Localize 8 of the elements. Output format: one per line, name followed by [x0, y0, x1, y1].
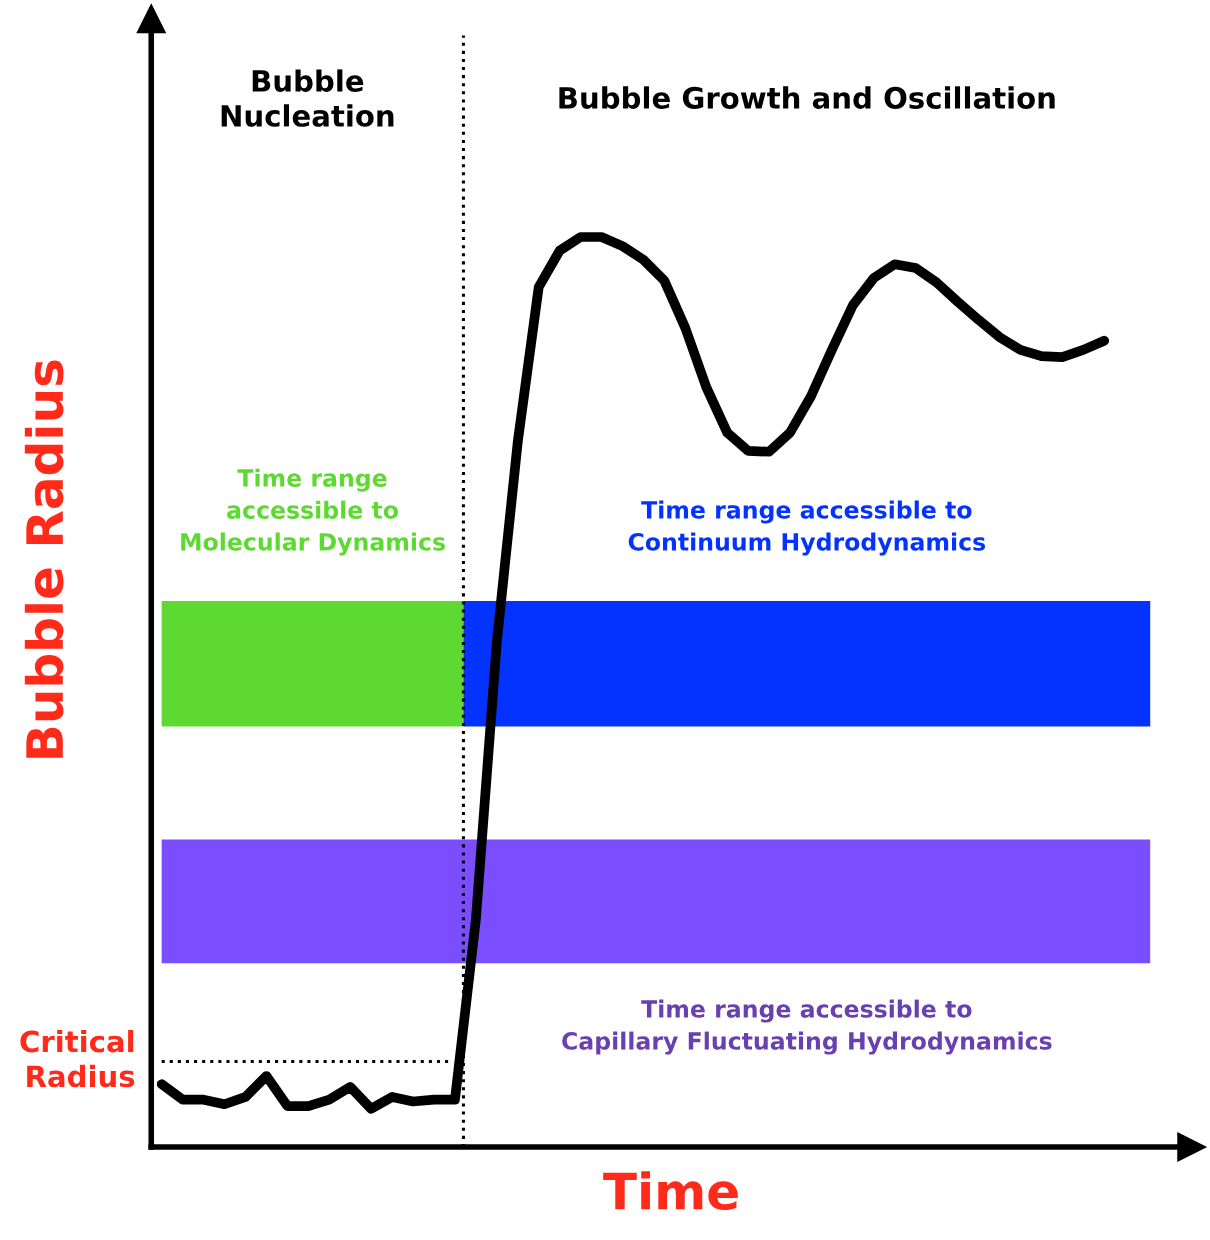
band-label: Time range accessible to Continuum Hydrodynamics — [628, 500, 986, 556]
ref-line-label: Critical Radius — [20, 1029, 135, 1088]
text: Bubble Growth and Oscillation — [559, 86, 1055, 109]
y-axis-title: Bubble Radius — [24, 360, 64, 758]
text: Bubble Nucleation — [221, 69, 394, 127]
band-label: Time range accessible to Capillary Fluctuating Hydrodynamics — [562, 999, 1052, 1055]
x-axis-title: Time — [603, 1171, 738, 1211]
band-label: Time range accessible to Molecular Dynamics — [181, 468, 445, 556]
